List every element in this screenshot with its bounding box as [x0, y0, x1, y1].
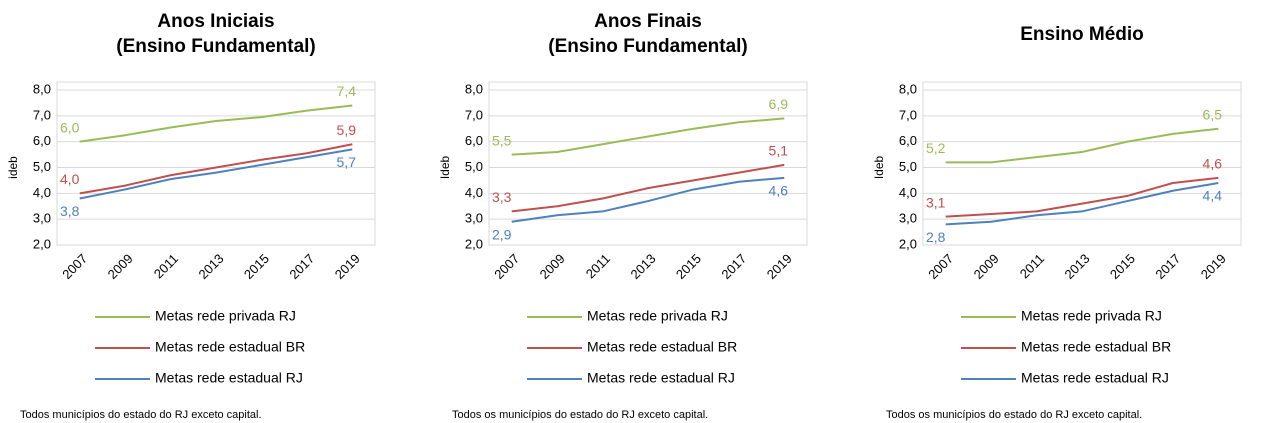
x-tick-label: 2007 — [491, 251, 522, 282]
y-tick-label: 7,0 — [33, 107, 51, 122]
legend-label: Metas rede estadual RJ — [1021, 370, 1169, 386]
y-tick-label: 6,0 — [33, 133, 51, 148]
y-tick-label: 4,0 — [465, 185, 483, 200]
x-tick-label: 2017 — [286, 251, 317, 282]
legend-label: Metas rede privada RJ — [1021, 308, 1162, 324]
footnote: Todos municípios do estado do RJ exceto … — [20, 409, 262, 421]
plot-area — [922, 81, 1242, 246]
x-tick-label: 2009 — [971, 251, 1002, 282]
series-line — [79, 148, 353, 200]
y-tick-label: 2,0 — [899, 236, 917, 251]
x-tick-label: 2015 — [241, 251, 272, 282]
y-tick-label: 6,0 — [899, 133, 917, 148]
footnote: Todos os municípios do estado do RJ exce… — [452, 409, 708, 421]
series-line — [945, 176, 1219, 218]
x-tick-label: 2007 — [925, 251, 956, 282]
footnote: Todos os municípios do estado do RJ exce… — [886, 409, 1142, 421]
x-tick-label: 2013 — [627, 251, 658, 282]
data-label: 6,9 — [769, 96, 789, 112]
y-axis-label: Ideb — [438, 155, 452, 179]
x-tick-label: 2011 — [151, 251, 181, 281]
x-tick-label: 2011 — [1017, 251, 1047, 281]
y-tick-label: 4,0 — [899, 185, 917, 200]
series-line — [945, 182, 1219, 226]
data-label: 6,0 — [60, 119, 80, 135]
legend-label: Metas rede privada RJ — [587, 308, 728, 324]
y-tick-label: 2,0 — [465, 236, 483, 251]
legend-label: Metas rede estadual RJ — [587, 370, 735, 386]
y-tick-label: 3,0 — [33, 211, 51, 226]
y-tick-label: 5,0 — [465, 159, 483, 174]
data-label: 7,4 — [337, 83, 357, 99]
y-tick-label: 3,0 — [465, 211, 483, 226]
x-tick-label: 2017 — [718, 251, 749, 282]
x-tick-label: 2019 — [1198, 251, 1229, 282]
y-tick-label: 5,0 — [899, 159, 917, 174]
data-label: 3,3 — [492, 189, 512, 205]
data-label: 2,9 — [492, 226, 512, 242]
x-tick-label: 2009 — [105, 251, 136, 282]
y-axis-label: Ideb — [872, 155, 886, 179]
x-tick-label: 2013 — [195, 251, 226, 282]
y-tick-label: 2,0 — [33, 236, 51, 251]
series-line — [79, 104, 353, 143]
series-line — [945, 127, 1219, 164]
chart-title: (Ensino Fundamental) — [116, 36, 316, 57]
data-label: 3,8 — [60, 203, 80, 219]
series-line — [511, 117, 785, 156]
chart-title: Anos Finais — [594, 11, 702, 32]
chart-title: Ensino Médio — [1020, 24, 1144, 45]
y-tick-label: 8,0 — [899, 81, 917, 96]
y-tick-label: 7,0 — [465, 107, 483, 122]
data-label: 5,1 — [769, 143, 789, 159]
y-tick-label: 3,0 — [899, 211, 917, 226]
data-label: 5,2 — [926, 140, 946, 156]
data-label: 5,5 — [492, 132, 512, 148]
legend-label: Metas rede estadual BR — [155, 339, 305, 355]
data-label: 4,0 — [60, 171, 80, 187]
data-label: 5,7 — [337, 154, 357, 170]
legend-label: Metas rede estadual RJ — [155, 370, 303, 386]
y-tick-label: 7,0 — [899, 107, 917, 122]
data-label: 3,1 — [926, 194, 946, 210]
legend-label: Metas rede estadual BR — [1021, 339, 1171, 355]
y-tick-label: 8,0 — [33, 81, 51, 96]
legend-label: Metas rede estadual BR — [587, 339, 737, 355]
y-tick-label: 4,0 — [33, 185, 51, 200]
x-tick-label: 2015 — [673, 251, 704, 282]
chart-title: Anos Iniciais — [157, 11, 274, 32]
data-label: 5,9 — [337, 122, 357, 138]
legend-label: Metas rede privada RJ — [155, 308, 296, 324]
y-axis-label: ideb — [6, 156, 20, 179]
x-tick-label: 2009 — [537, 251, 568, 282]
x-tick-label: 2017 — [1152, 251, 1183, 282]
data-label: 6,5 — [1203, 106, 1223, 122]
x-tick-label: 2015 — [1107, 251, 1138, 282]
data-label: 4,4 — [1203, 188, 1223, 204]
y-tick-label: 8,0 — [465, 81, 483, 96]
series-line — [511, 176, 785, 223]
data-label: 4,6 — [769, 183, 789, 199]
y-tick-label: 6,0 — [465, 133, 483, 148]
plot-area — [56, 81, 376, 246]
plot-area — [488, 81, 808, 246]
x-tick-label: 2019 — [764, 251, 795, 282]
series-line — [511, 163, 785, 213]
data-label: 4,6 — [1203, 156, 1223, 172]
x-tick-label: 2007 — [59, 251, 90, 282]
data-label: 2,8 — [926, 229, 946, 245]
series-line — [79, 143, 353, 195]
chart-title: (Ensino Fundamental) — [548, 36, 748, 57]
x-tick-label: 2011 — [583, 251, 613, 281]
y-tick-label: 5,0 — [33, 159, 51, 174]
x-tick-label: 2019 — [332, 251, 363, 282]
x-tick-label: 2013 — [1061, 251, 1092, 282]
